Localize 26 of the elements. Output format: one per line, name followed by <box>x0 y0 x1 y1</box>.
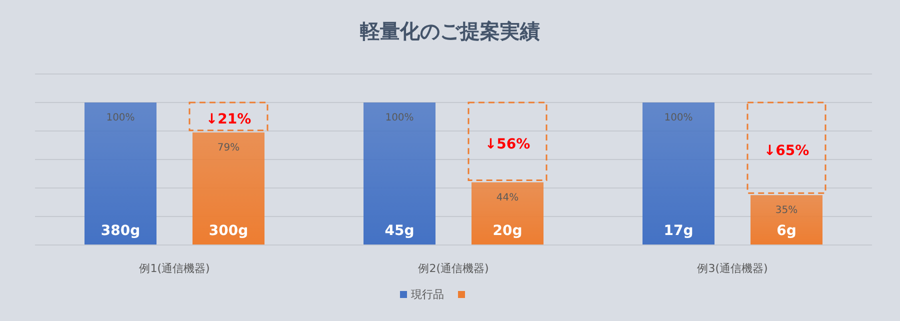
annotation: ↓65% <box>764 142 810 159</box>
data-label: 100% <box>106 112 135 124</box>
bar <box>84 102 156 245</box>
bar <box>472 182 544 245</box>
annotation: 45g <box>384 223 414 239</box>
data-label: 44% <box>496 192 519 204</box>
legend-label: 現行品 <box>411 288 444 301</box>
x-tick-label: 例2(通信機器) <box>418 262 489 275</box>
x-tick-label: 例3(通信機器) <box>697 262 768 275</box>
bar <box>192 132 264 245</box>
data-label: 100% <box>664 112 693 124</box>
bar <box>750 195 822 245</box>
bar <box>642 102 714 245</box>
annotation: ↓56% <box>484 136 530 152</box>
chart-title: 軽量化のご提案実績 <box>359 19 540 43</box>
annotation: 17g <box>664 223 694 239</box>
annotation: 300g <box>208 223 248 239</box>
data-label: 79% <box>217 142 240 154</box>
annotation: ↓21% <box>206 111 252 128</box>
x-tick-label: 例1(通信機器) <box>139 262 210 275</box>
annotation: 20g <box>492 223 522 239</box>
annotation: 380g <box>100 223 140 239</box>
bar <box>364 102 436 245</box>
data-label: 35% <box>775 205 798 216</box>
annotation: 6g <box>776 223 796 239</box>
data-label: 100% <box>385 112 414 124</box>
